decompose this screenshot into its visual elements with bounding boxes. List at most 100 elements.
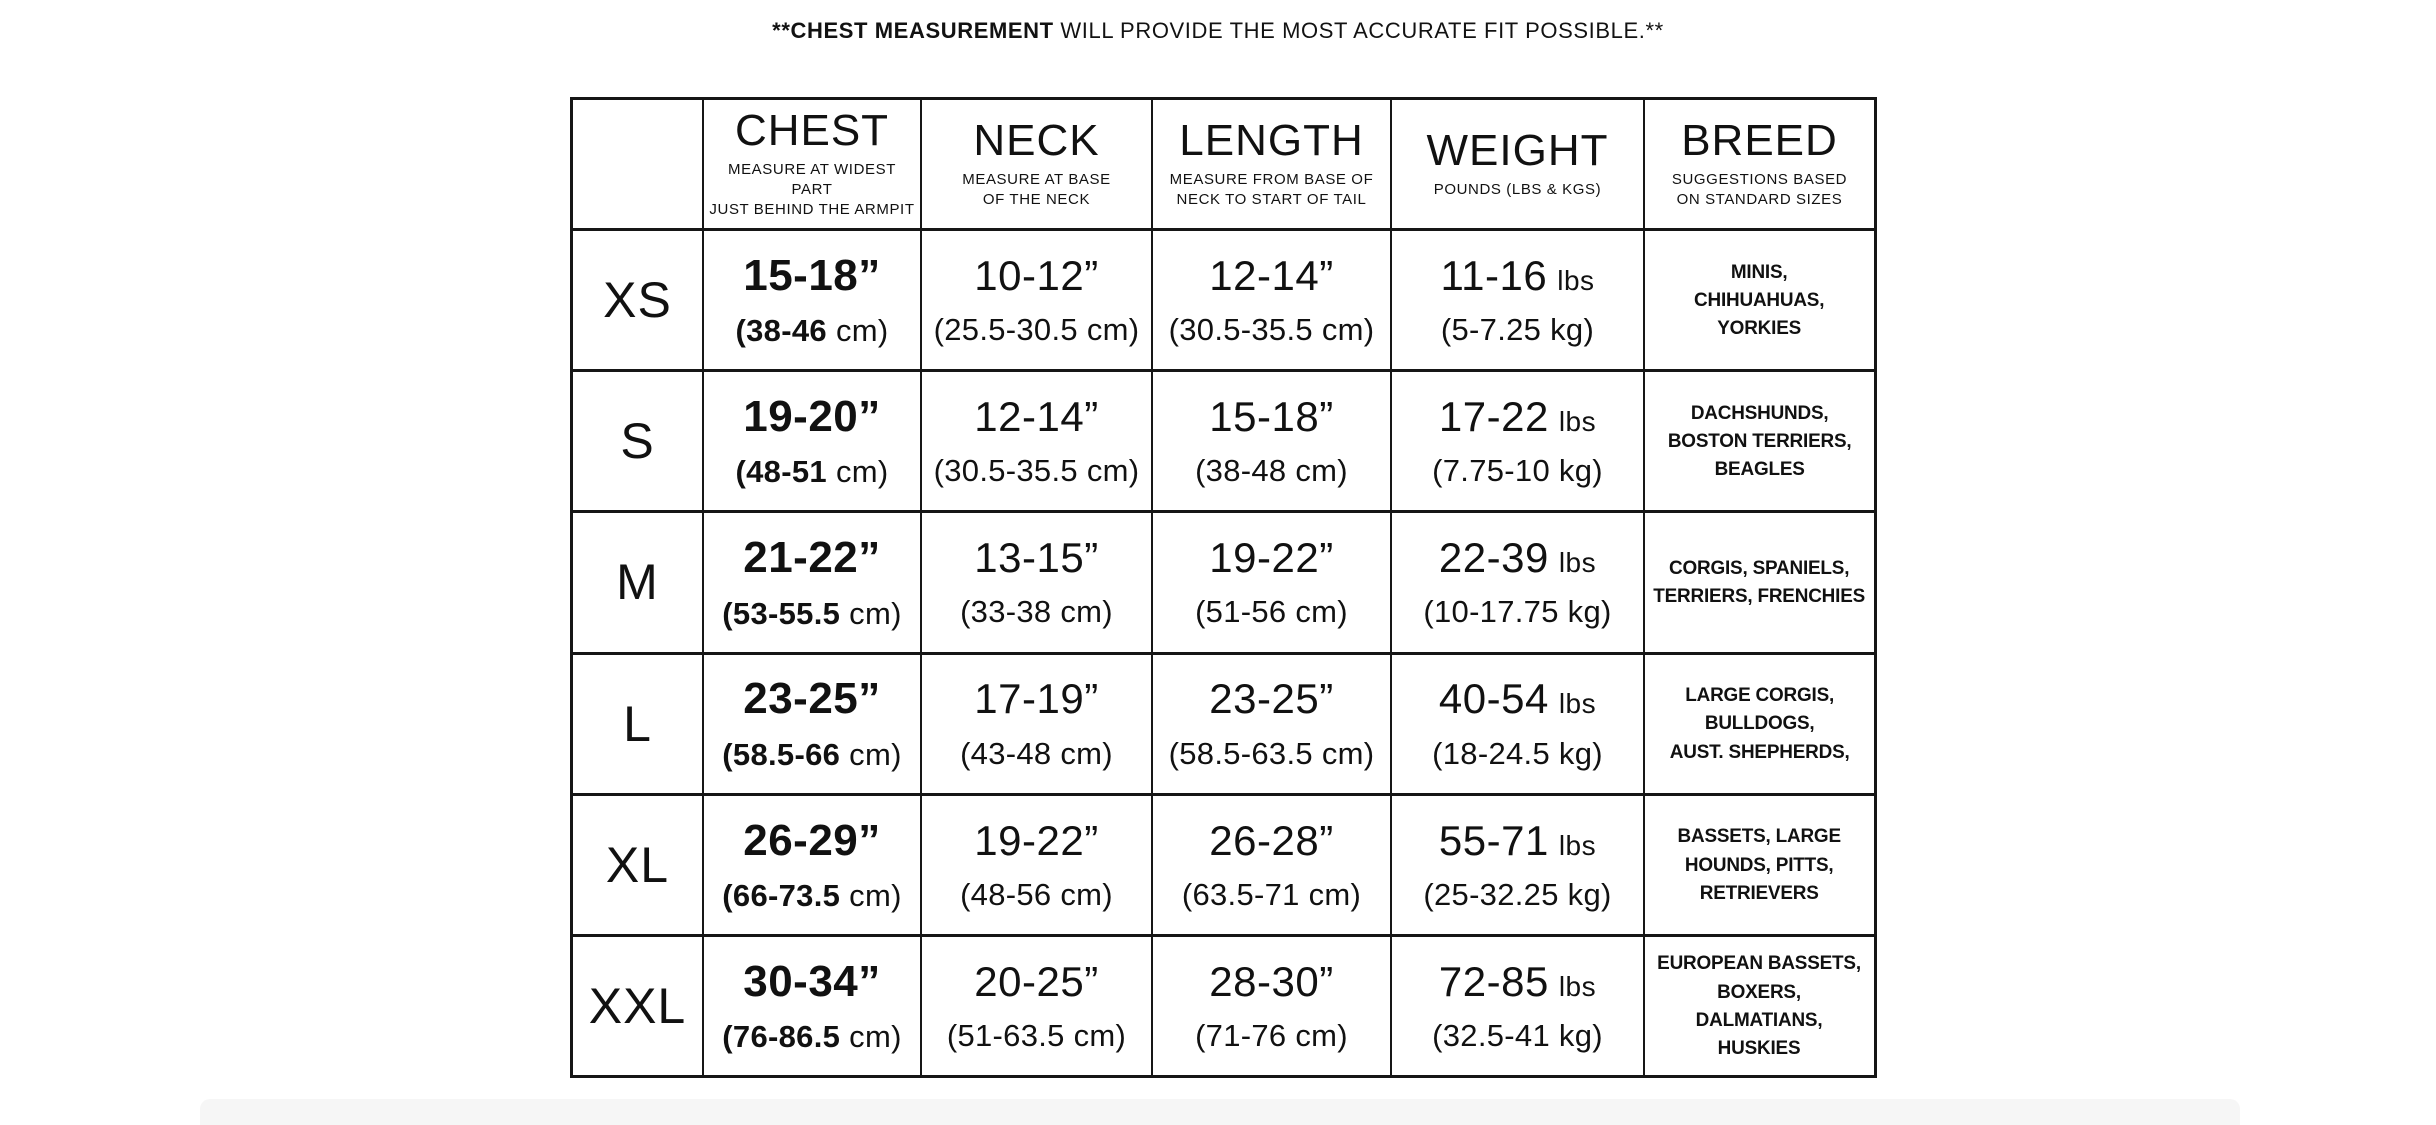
header-neck: NECK MEASURE AT BASE OF THE NECK (922, 100, 1153, 228)
neck-cell-l: 17-19” (43-48 cm) (922, 651, 1153, 793)
breed-suggestions: CORGIS, SPANIELS, TERRIERS, FRENCHIES (1653, 557, 1866, 608)
weight-lbs: 72-85 lbs (1438, 957, 1597, 1005)
size-cell-s: S (573, 369, 704, 511)
neck-cell-xl: 19-22” (48-56 cm) (922, 792, 1153, 934)
length-cell-xxl: 28-30” (71-76 cm) (1153, 933, 1392, 1075)
length-inches: 19-22” (1209, 534, 1334, 582)
header-breed-subtitle: SUGGESTIONS BASED ON STANDARD SIZES (1671, 170, 1848, 209)
weight-lbs: 40-54 lbs (1438, 675, 1597, 723)
chest-inches: 21-22” (743, 533, 881, 583)
corner-cell (573, 100, 704, 228)
weight-lbs: 22-39 lbs (1438, 534, 1597, 582)
length-inches: 26-28” (1209, 816, 1334, 864)
chest-cell-l: 23-25” (58.5-66 cm) (704, 651, 922, 793)
neck-inches: 13-15” (974, 534, 1099, 582)
length-cm: (51-56 cm) (1195, 594, 1348, 630)
neck-cm: (48-56 cm) (960, 876, 1113, 912)
weight-kg: (7.75-10 kg) (1432, 453, 1603, 489)
header-length-subtitle: MEASURE FROM BASE OF NECK TO START OF TA… (1169, 170, 1374, 209)
header-weight-subtitle: POUNDS (LBS & KGS) (1433, 180, 1602, 198)
size-cell-xs: XS (573, 228, 704, 370)
chest-cm: (58.5-66 cm) (722, 736, 902, 772)
weight-kg: (25-32.25 kg) (1423, 876, 1612, 912)
length-cell-xl: 26-28” (63.5-71 cm) (1153, 792, 1392, 934)
chest-cell-xl: 26-29” (66-73.5 cm) (704, 792, 922, 934)
length-cell-l: 23-25” (58.5-63.5 cm) (1153, 651, 1392, 793)
weight-kg: (18-24.5 kg) (1432, 735, 1603, 771)
length-cell-xs: 12-14” (30.5-35.5 cm) (1153, 228, 1392, 370)
weight-lbs: 11-16 lbs (1440, 251, 1595, 299)
size-label: S (620, 413, 655, 470)
dog-size-chart-table: CHEST MEASURE AT WIDEST PART JUST BEHIND… (570, 97, 1877, 1078)
size-label: XXL (588, 977, 687, 1034)
size-label: M (616, 554, 659, 611)
neck-cm: (30.5-35.5 cm) (933, 453, 1140, 489)
header-breed: BREED SUGGESTIONS BASED ON STANDARD SIZE… (1645, 100, 1874, 228)
chest-inches: 19-20” (743, 392, 881, 441)
neck-inches: 17-19” (974, 675, 1099, 723)
breed-cell-xl: BASSETS, LARGE HOUNDS, PITTS, RETRIEVERS (1645, 792, 1874, 934)
weight-cell-l: 40-54 lbs (18-24.5 kg) (1392, 651, 1645, 793)
chest-cm: (76-86.5 cm) (722, 1019, 902, 1055)
length-inches: 23-25” (1209, 675, 1334, 723)
header-weight: WEIGHT POUNDS (LBS & KGS) (1392, 100, 1645, 228)
header-neck-title: NECK (973, 115, 1100, 165)
breed-suggestions: EUROPEAN BASSETS, BOXERS, DALMATIANS, HU… (1657, 952, 1862, 1060)
weight-cell-m: 22-39 lbs (10-17.75 kg) (1392, 510, 1645, 652)
weight-lbs: 55-71 lbs (1438, 816, 1597, 864)
length-cm: (71-76 cm) (1195, 1017, 1348, 1053)
note-bold-part: **CHEST MEASUREMENT (772, 18, 1054, 43)
size-cell-m: M (573, 510, 704, 652)
header-neck-subtitle: MEASURE AT BASE OF THE NECK (962, 170, 1111, 209)
note-regular-part: WILL PROVIDE THE MOST ACCURATE FIT POSSI… (1053, 18, 1664, 43)
chest-measurement-note: **CHEST MEASUREMENT WILL PROVIDE THE MOS… (0, 18, 2436, 44)
chest-cell-xs: 15-18” (38-46 cm) (704, 228, 922, 370)
length-inches: 28-30” (1209, 957, 1334, 1005)
weight-cell-xl: 55-71 lbs (25-32.25 kg) (1392, 792, 1645, 934)
neck-inches: 10-12” (974, 251, 1099, 299)
size-cell-l: L (573, 651, 704, 793)
header-weight-title: WEIGHT (1426, 125, 1609, 175)
neck-cell-s: 12-14” (30.5-35.5 cm) (922, 369, 1153, 511)
neck-cm: (33-38 cm) (960, 594, 1113, 630)
weight-lbs: 17-22 lbs (1438, 393, 1597, 441)
chest-inches: 15-18” (743, 250, 881, 300)
size-label: XL (605, 836, 670, 893)
size-label: L (623, 695, 652, 752)
chest-cm: (38-46 cm) (735, 313, 889, 349)
size-label: XS (603, 272, 672, 329)
weight-cell-xxl: 72-85 lbs (32.5-41 kg) (1392, 933, 1645, 1075)
header-length: LENGTH MEASURE FROM BASE OF NECK TO STAR… (1153, 100, 1392, 228)
weight-kg: (5-7.25 kg) (1440, 312, 1595, 348)
length-cm: (38-48 cm) (1195, 453, 1348, 489)
chest-cm: (48-51 cm) (735, 454, 889, 490)
neck-cm: (51-63.5 cm) (946, 1017, 1127, 1053)
length-inches: 15-18” (1209, 393, 1334, 441)
next-section-edge (200, 1099, 2240, 1125)
neck-cell-xs: 10-12” (25.5-30.5 cm) (922, 228, 1153, 370)
breed-cell-s: DACHSHUNDS, BOSTON TERRIERS, BEAGLES (1645, 369, 1874, 510)
neck-inches: 12-14” (974, 393, 1099, 441)
chest-cm: (53-55.5 cm) (722, 595, 902, 631)
breed-suggestions: MINIS, CHIHUAHUAS, YORKIES (1694, 260, 1825, 340)
weight-kg: (10-17.75 kg) (1423, 594, 1612, 630)
neck-cell-m: 13-15” (33-38 cm) (922, 510, 1153, 652)
size-cell-xl: XL (573, 792, 704, 934)
chest-cell-xxl: 30-34” (76-86.5 cm) (704, 933, 922, 1075)
header-chest: CHEST MEASURE AT WIDEST PART JUST BEHIND… (704, 100, 922, 228)
weight-kg: (32.5-41 kg) (1432, 1017, 1603, 1053)
length-cm: (63.5-71 cm) (1181, 876, 1362, 912)
chest-inches: 26-29” (743, 815, 881, 865)
header-chest-title: CHEST (734, 105, 890, 155)
weight-cell-s: 17-22 lbs (7.75-10 kg) (1392, 369, 1645, 511)
header-chest-subtitle: MEASURE AT WIDEST PART JUST BEHIND THE A… (709, 160, 915, 219)
header-breed-title: BREED (1681, 115, 1838, 165)
breed-suggestions: LARGE CORGIS, BULLDOGS, AUST. SHEPHERDS, (1669, 684, 1850, 763)
breed-suggestions: BASSETS, LARGE HOUNDS, PITTS, RETRIEVERS (1677, 825, 1842, 904)
breed-cell-l: LARGE CORGIS, BULLDOGS, AUST. SHEPHERDS, (1645, 651, 1874, 793)
neck-inches: 20-25” (974, 957, 1099, 1005)
chest-inches: 23-25” (743, 674, 881, 724)
neck-inches: 19-22” (974, 816, 1099, 864)
length-cm: (58.5-63.5 cm) (1168, 735, 1375, 771)
